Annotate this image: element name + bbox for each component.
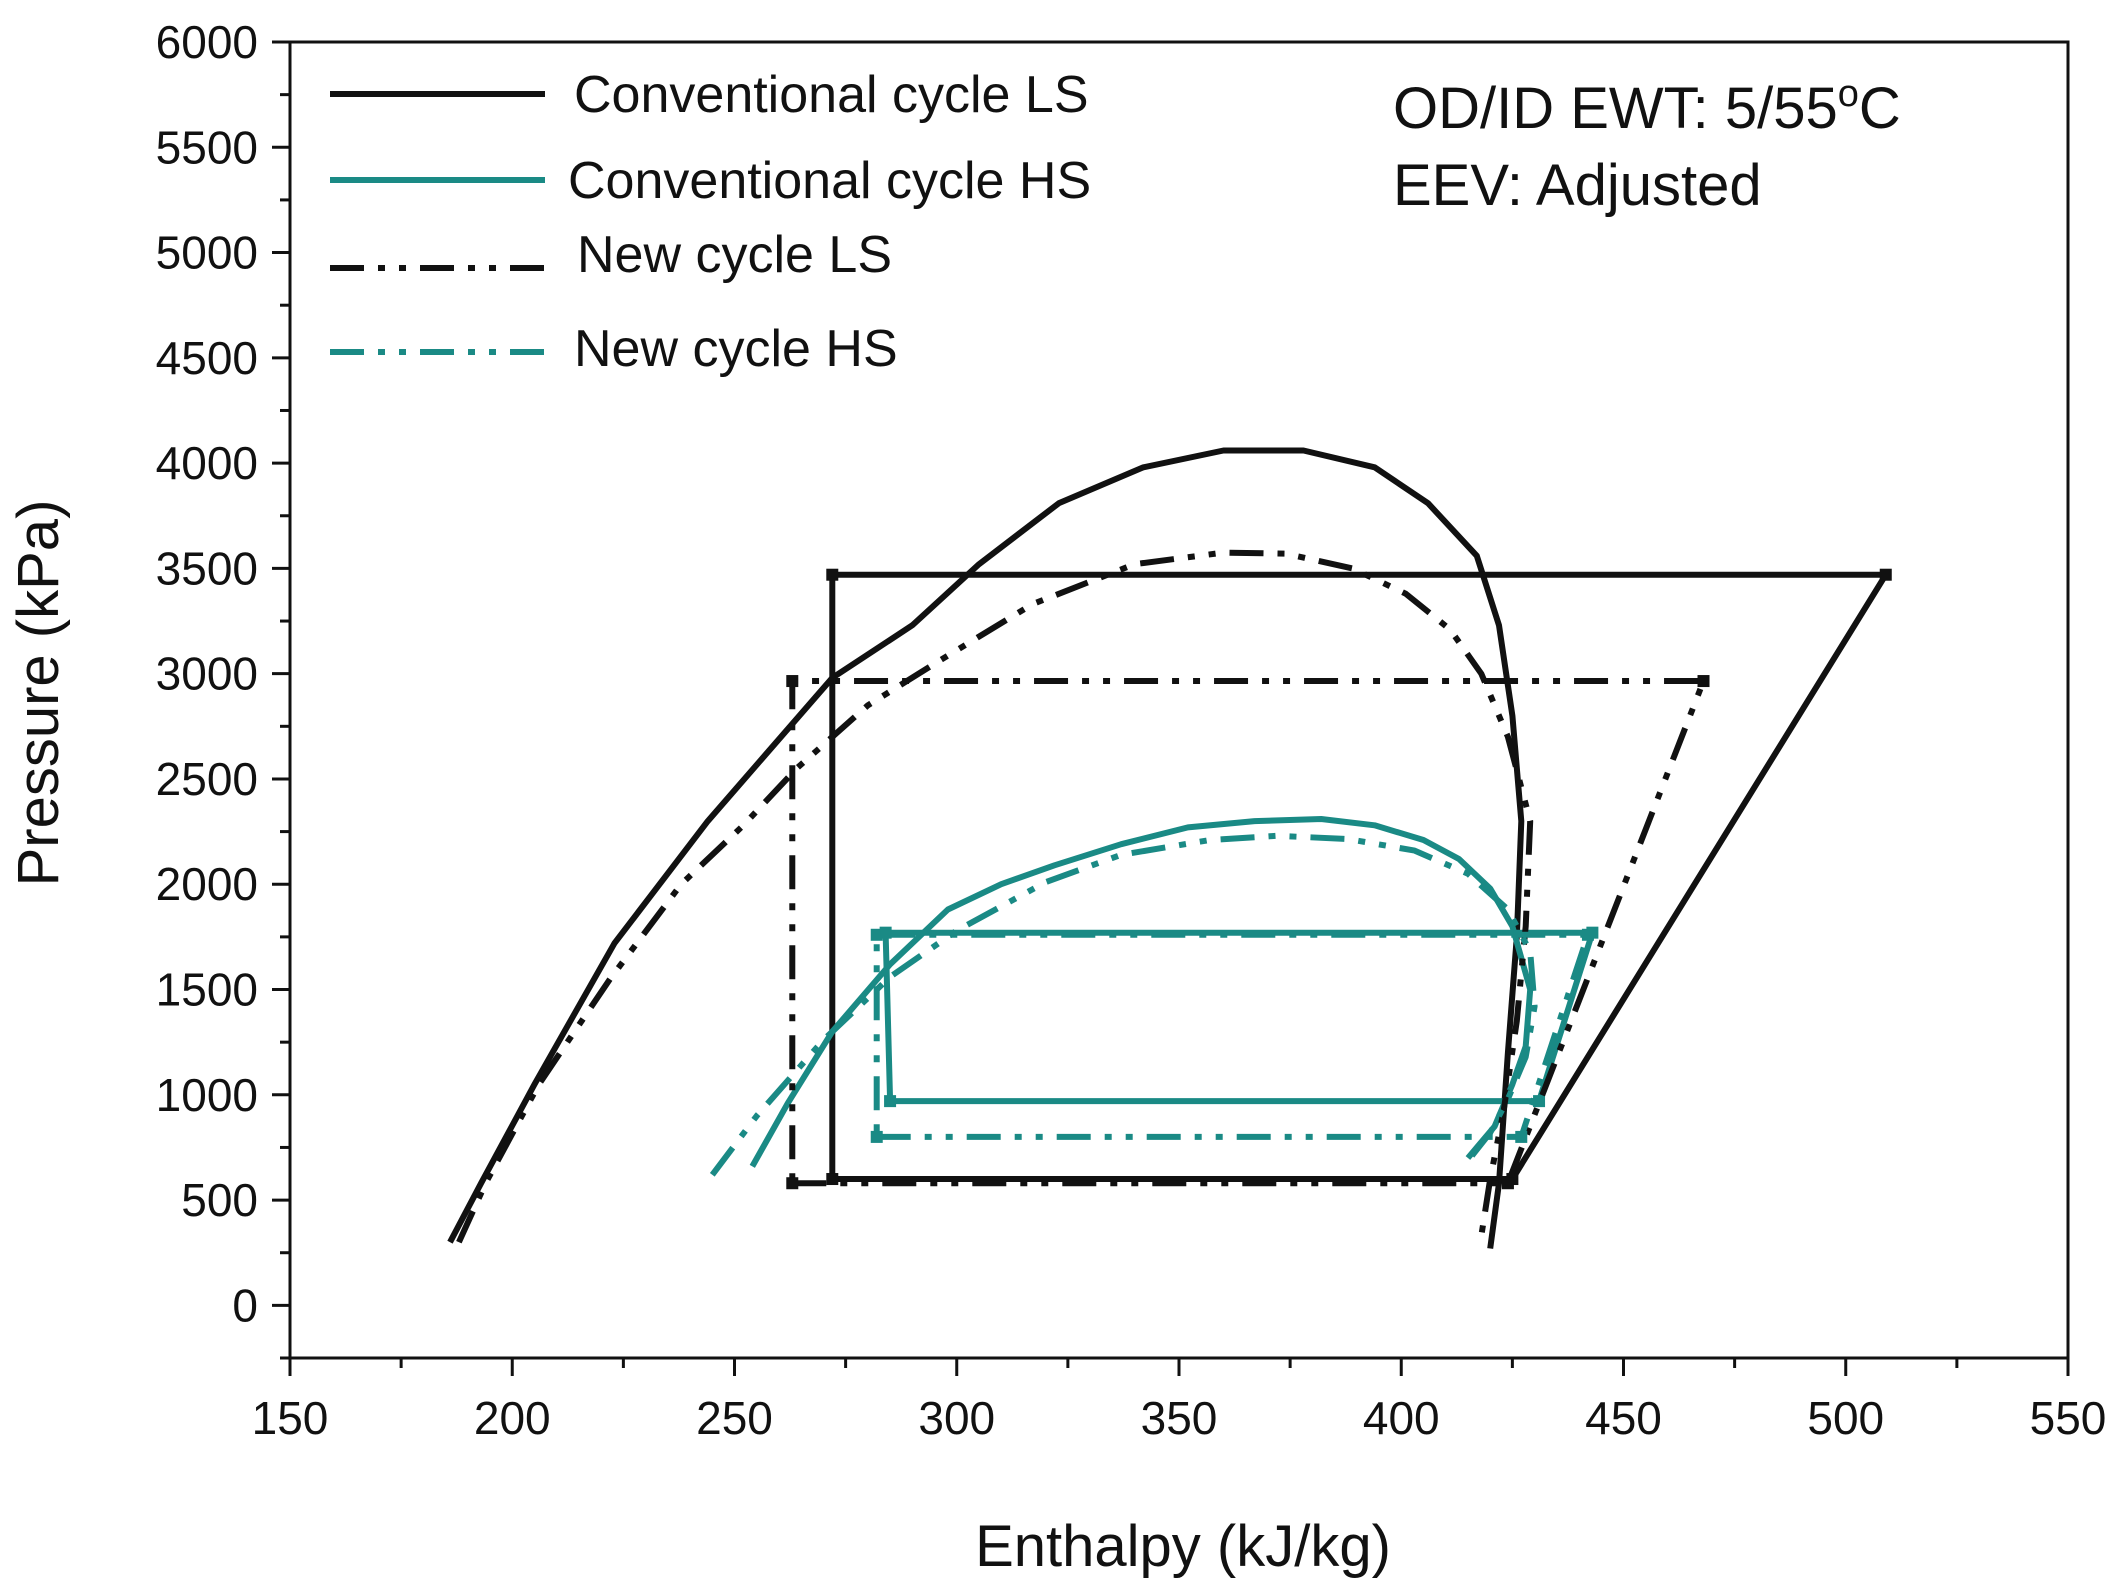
series-2-state-point-2 [1697,675,1710,688]
annotation-unit: C [1859,76,1901,141]
y-tick-label: 3500 [156,542,258,594]
series-0-dome-line [447,447,1525,1249]
x-tick-label: 200 [474,1392,551,1444]
legend-label-conventional-ls: Conventional cycle LS [574,66,1089,124]
x-tick-label: 350 [1141,1392,1218,1444]
y-axis: 0 500 1000 1500 2000 2500 3000 3500 4000 4500 5000… [156,16,290,1360]
y-tick-label: 3000 [156,648,258,700]
series-1-state-point-0 [884,1095,897,1108]
x-tick-label: 500 [1807,1392,1884,1444]
y-tick-label: 5000 [156,227,258,279]
plot-frame [288,40,2070,1360]
annotation-degree: o [1838,73,1859,115]
legend-label-new-hs: New cycle HS [574,320,898,378]
y-tick-label: 500 [181,1174,258,1226]
y-tick-label: 4500 [156,332,258,384]
series-2-state-point-3 [786,675,799,688]
x-axis: 150 200 250 300 350 400 450 500 550 [252,1358,2107,1444]
series-1-cycle-line [882,929,1596,1105]
x-tick-label: 550 [2030,1392,2107,1444]
series-3-cycle-line [873,931,1591,1140]
x-tick-label: 450 [1585,1392,1662,1444]
series-3-dome-line [709,832,1538,1177]
y-tick-label: 2500 [156,753,258,805]
x-axis-title: Enthalpy (kJ/kg) [975,1514,1391,1579]
x-tick-label: 150 [252,1392,329,1444]
x-tick-label: 250 [696,1392,773,1444]
series-0-state-point-3 [826,568,839,581]
series-2-cycle-line [789,678,1707,1187]
legend: Conventional cycle LS Conventional cycle… [330,66,1091,378]
x-tick-label: 400 [1363,1392,1440,1444]
y-tick-label: 1500 [156,964,258,1016]
y-tick-label: 0 [232,1279,258,1331]
annotation: OD/ID EWT: 5/55oC EEV: Adjusted [1393,73,1901,218]
legend-label-conventional-hs: Conventional cycle HS [568,152,1091,210]
y-tick-label: 6000 [156,16,258,68]
series-3-state-point-0 [870,1130,883,1143]
series-3-state-point-1 [1515,1130,1528,1143]
x-tick-label: 300 [918,1392,995,1444]
series-1-dome-line [749,816,1534,1168]
series-3-state-point-2 [1581,928,1594,941]
series-2-state-point-1 [1501,1177,1514,1190]
annotation-line-2: EEV: Adjusted [1393,153,1762,218]
plot-area [288,40,2070,1360]
y-axis-title: Pressure (kPa) [6,500,71,887]
series-0-state-point-0 [826,1173,839,1186]
legend-label-new-ls: New cycle LS [577,226,892,284]
series-3-state-point-3 [870,928,883,941]
series-2-state-point-0 [786,1177,799,1190]
annotation-line-1: OD/ID EWT: 5/55oC [1393,73,1901,141]
y-tick-label: 1000 [156,1069,258,1121]
series-0-state-point-2 [1879,568,1892,581]
y-tick-label: 5500 [156,121,258,173]
series-1-state-point-1 [1533,1095,1546,1108]
annotation-prefix: OD/ID EWT: 5/55 [1393,76,1838,141]
series-0-cycle-line [829,571,1889,1182]
y-tick-label: 2000 [156,858,258,910]
y-tick-label: 4000 [156,437,258,489]
